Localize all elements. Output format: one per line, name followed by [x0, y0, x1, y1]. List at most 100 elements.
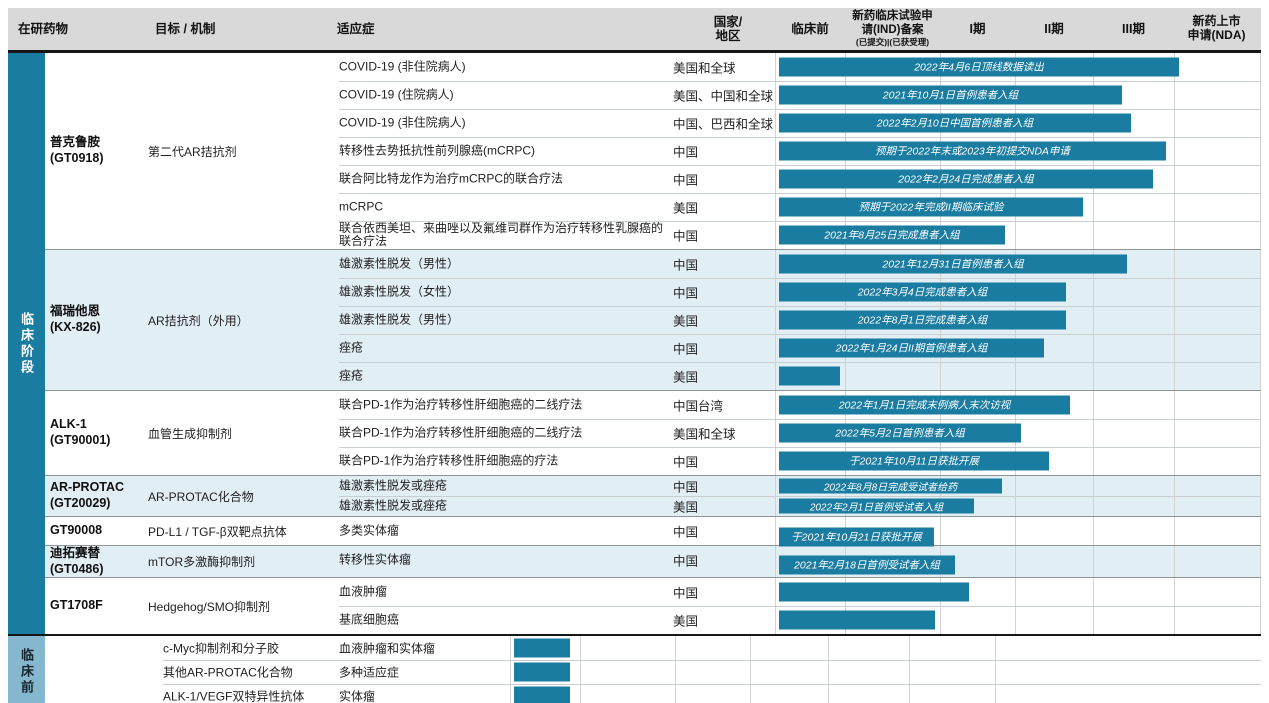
pipeline-row: 转移性去势抵抗性前列腺癌(mCRPC) 中国 预期于2022年末或2023年初提交N…	[310, 137, 1261, 165]
indication-label: 联合PD-1作为治疗转移性肝细胞癌的二线疗法	[339, 397, 583, 412]
gantt-gridline	[1260, 391, 1261, 475]
region-label: 中国	[673, 258, 699, 273]
drug-blocks-container: 普克鲁胺 (GT0918) 第二代AR拮抗剂 COVID-19 (非住院病人) 美国和全…	[45, 53, 1261, 635]
region-label: 美国	[673, 314, 699, 329]
progress-bar-label: 2022年8月1日完成患者入组	[857, 314, 988, 327]
col-header-indication: 适应症	[337, 21, 375, 36]
progress-bar	[779, 610, 935, 630]
progress-bar: 2022年3月4日完成患者入组	[779, 282, 1066, 302]
progress-bar: 2022年4月6日顶线数据读出	[779, 57, 1179, 77]
indication-label: 联合阿比特龙作为治疗mCRPC的联合疗法	[339, 171, 563, 186]
pipeline-row: 雄激素性脱发（男性） 中国 2021年12月31日首例患者入组	[310, 250, 1261, 278]
gantt-gridline	[675, 636, 676, 703]
gantt-gridline	[1093, 391, 1094, 475]
progress-bar-label: 预期于2022年完成II期临床试验	[858, 201, 1004, 214]
preclinical-label: 临床前	[19, 648, 34, 697]
progress-bar-label: 2021年12月31日首例患者入组	[882, 258, 1024, 271]
progress-bar-label: 于2021年10月11日获批开展	[849, 455, 979, 468]
preclinical-section: 临床前 c-Myc抑制剂和分子胶 血液肿瘤和实体瘤 其他AR-PROTAC化合物 多种…	[8, 636, 1261, 703]
indication-label: 血液肿瘤和实体瘤	[339, 641, 436, 656]
gantt-gridline	[580, 636, 581, 703]
region-label: 中国	[673, 229, 699, 244]
region-label: 中国、巴西和全球	[673, 117, 774, 132]
indication-label: COVID-19 (非住院病人)	[339, 59, 466, 74]
gantt-gridline	[1174, 391, 1175, 475]
region-label: 中国	[673, 455, 699, 470]
gantt-gridline	[510, 636, 511, 703]
progress-bar-label: 2022年3月4日完成患者入组	[857, 286, 988, 299]
progress-bar-label: 2022年4月6日顶线数据读出	[914, 61, 1044, 74]
indication-label: COVID-19 (住院病人)	[339, 87, 454, 102]
region-label: 中国	[673, 173, 699, 188]
gantt-gridline	[828, 636, 829, 703]
preclinical-row: 其他AR-PROTAC化合物 多种适应症	[45, 660, 1261, 684]
progress-bar: 2021年8月25日完成患者入组	[779, 225, 1005, 245]
col-header-phase1: I期	[969, 21, 986, 36]
drug-code: (GT0486)	[50, 561, 104, 576]
target-mechanism: Hedgehog/SMO抑制剂	[148, 599, 271, 614]
pipeline-row: 联合阿比特龙作为治疗mCRPC的联合疗法 中国 2022年2月24日完成患者入组	[310, 165, 1261, 193]
col-header-preclinical: 临床前	[791, 21, 829, 36]
gantt-gridline	[1260, 517, 1261, 545]
preclinical-divider	[8, 634, 1261, 637]
target-mechanism: ALK-1/VEGF双特异性抗体	[163, 689, 305, 703]
gantt-gridline	[1174, 250, 1175, 390]
progress-bar: 2022年8月1日完成患者入组	[779, 310, 1066, 330]
gantt-gridline	[1093, 517, 1094, 545]
col-header-ind-filing: 新药临床试验申 请(IND)备案 (已提交)|(已获受理)	[845, 8, 940, 50]
pipeline-row: 联合PD-1作为治疗转移性肝细胞癌的二线疗法 美国和全球 2022年5月2日首例患者…	[310, 419, 1261, 447]
region-label: 美国、中国和全球	[673, 89, 774, 104]
gantt-gridline	[909, 636, 910, 703]
progress-bar: 2022年8月8日完成受试者给药	[779, 478, 1002, 494]
col-header-phase3: III期	[1122, 21, 1145, 36]
indication-label: 雄激素性脱发（女性）	[339, 284, 460, 299]
pipeline-row: 联合PD-1作为治疗转移性肝细胞癌的二线疗法 中国台湾 2022年1月1日完成末例病…	[310, 391, 1261, 419]
progress-bar	[514, 662, 570, 682]
col-header-target: 目标 / 机制	[155, 21, 216, 36]
target-mechanism: 血管生成抑制剂	[148, 426, 233, 441]
gantt-gridline	[775, 250, 776, 390]
gantt-gridline	[1093, 546, 1094, 578]
indication-label: 血液肿瘤	[339, 584, 388, 599]
pipeline-row: 雄激素性脱发（女性） 中国 2022年3月4日完成患者入组	[310, 278, 1261, 306]
indication-label: 多种适应症	[339, 665, 400, 680]
region-label: 美国	[673, 500, 699, 515]
gantt-gridline	[1260, 53, 1261, 249]
progress-bar: 2022年1月24日II期首例患者入组	[779, 338, 1044, 358]
progress-bar-label: 2022年2月10日中国首例患者入组	[876, 117, 1034, 130]
progress-bar-label: 2022年8月8日完成受试者给药	[823, 482, 958, 494]
gantt-gridline	[1174, 546, 1175, 578]
gantt-gridline	[1093, 250, 1094, 390]
pipeline-row: 联合依西美坦、来曲唑以及氟维司群作为治疗转移性乳腺癌的联合疗法 中国 2021年8月…	[310, 221, 1261, 249]
header-divider	[8, 50, 1261, 53]
progress-bar: 预期于2022年完成II期临床试验	[779, 197, 1083, 217]
progress-bar: 2022年2月24日完成患者入组	[779, 169, 1153, 189]
indication-label: 联合依西美坦、来曲唑以及氟维司群作为治疗转移性乳腺癌的联合疗法	[339, 220, 664, 248]
drug-name-cell: GT1708F	[45, 578, 148, 634]
drug-code: (GT0918)	[50, 151, 104, 165]
pipeline-row: 痤疮 美国	[310, 362, 1261, 390]
indication-label: 雄激素性脱发或痤疮	[339, 478, 448, 493]
table-header: 在研药物 目标 / 机制 适应症 国家/ 地区 临床前 新药临床试验申 请(IN…	[8, 8, 1261, 50]
gantt-gridline	[775, 546, 776, 578]
region-label: 美国和全球	[673, 427, 736, 442]
pipeline-row: 痤疮 中国 2022年1月24日II期首例患者入组	[310, 334, 1261, 362]
indication-label: mCRPC	[339, 199, 383, 214]
pipeline-row: COVID-19 (非住院病人) 中国、巴西和全球 2022年2月10日中国首例患者…	[310, 109, 1261, 137]
region-label: 中国	[673, 480, 699, 495]
region-label: 美国	[673, 201, 699, 216]
pipeline-row: 转移性实体瘤 中国 2021年2月18日首例受试者入组	[310, 546, 1261, 575]
progress-bar	[779, 366, 840, 386]
gantt-gridline	[775, 53, 776, 249]
drug-block: GT1708F Hedgehog/SMO抑制剂 血液肿瘤 中国 基底细胞癌 美国	[45, 577, 1261, 635]
progress-bar-label: 2022年2月24日完成患者入组	[898, 173, 1034, 186]
drug-name: ALK-1	[50, 417, 87, 432]
progress-bar-label: 2022年1月1日完成末例病人末次访视	[838, 399, 1011, 412]
pipeline-table: 在研药物 目标 / 机制 适应症 国家/ 地区 临床前 新药临床试验申 请(IN…	[8, 8, 1261, 703]
target-mechanism: 其他AR-PROTAC化合物	[163, 665, 293, 680]
pipeline-row: 雄激素性脱发（男性） 美国 2022年8月1日完成患者入组	[310, 306, 1261, 334]
drug-name: 普克鲁胺	[50, 135, 101, 150]
gantt-gridline	[940, 517, 941, 545]
indication-rows: 多类实体瘤 中国 于2021年10月21日获批开展	[310, 517, 1261, 547]
